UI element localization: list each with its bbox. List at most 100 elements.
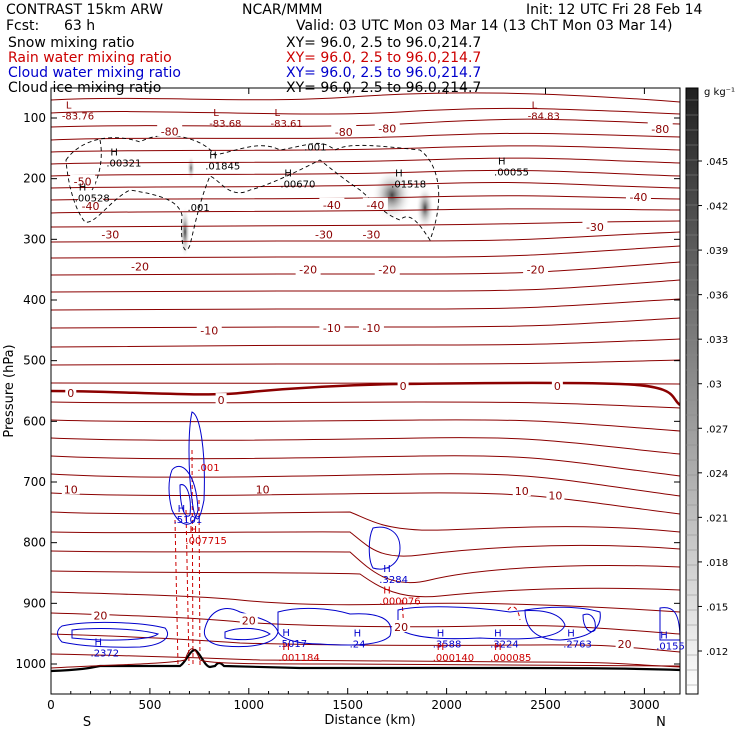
isotherm	[51, 511, 680, 533]
isotherm	[51, 455, 680, 477]
terrain-surface	[51, 648, 680, 673]
isotherm	[51, 531, 680, 557]
contour-value-label: .001	[187, 203, 209, 214]
y-tick-label: 600	[23, 414, 46, 428]
contour-label: -30	[101, 228, 119, 241]
extremum-value: -83.61	[271, 119, 303, 130]
contour-label: -40	[366, 199, 384, 212]
isotherm	[51, 653, 680, 668]
extremum-value: .000085	[490, 653, 531, 664]
contour-label-bg	[582, 220, 608, 233]
contour-label-bg	[397, 379, 409, 392]
y-tick-label: 1000	[15, 657, 46, 671]
x-tick-label: 1500	[332, 698, 363, 712]
isotherm	[51, 401, 680, 409]
extremum-marker: H	[189, 525, 197, 536]
contour-label-bg	[78, 198, 104, 211]
isotherm	[51, 182, 680, 189]
contour-label-bg	[512, 484, 531, 497]
contour-label: -40	[323, 199, 341, 212]
isotherm	[51, 195, 680, 201]
contour-label-bg	[551, 379, 563, 392]
y-axis-title: Pressure (hPa)	[2, 344, 17, 437]
contour-label: 10	[256, 483, 270, 496]
extremum-value: .000076	[379, 596, 420, 607]
y-tick-label: 400	[23, 293, 46, 307]
extremum-value: -84.83	[528, 112, 560, 123]
contour-label: -20	[527, 264, 545, 277]
contour-label-bg	[65, 385, 77, 398]
contour-label: -30	[586, 221, 604, 234]
cloud-water-outline	[368, 526, 401, 570]
extremum-marker: L	[66, 101, 72, 112]
contour-label-bg	[625, 189, 651, 202]
contour-label: -40	[629, 191, 647, 204]
contour-label-bg	[311, 227, 337, 240]
extremum-value: .5017	[278, 639, 307, 650]
extremum-marker: H	[95, 638, 103, 649]
cloud-water-outline	[188, 411, 205, 520]
contour-label: -80	[651, 123, 669, 136]
plot-area	[51, 92, 680, 673]
isotherm	[51, 261, 680, 276]
cloud-water-outline	[71, 628, 160, 641]
contour-label: -80	[335, 126, 353, 139]
contour-label-bg	[295, 262, 321, 275]
extremum-value: .2372	[91, 649, 120, 660]
extremum-marker: H	[494, 629, 502, 640]
isotherm	[51, 591, 680, 613]
extremum-marker: H	[395, 169, 403, 180]
y-tick-label: 300	[23, 232, 46, 246]
contour-value-label: .001	[304, 143, 326, 154]
colorbar-label: .015	[706, 602, 728, 613]
isotherm	[51, 492, 680, 515]
isotherm	[51, 612, 680, 635]
y-tick-label: 200	[23, 172, 46, 186]
contour-label-bg	[331, 124, 357, 137]
colorbar-ticks: .045 .042 .039 .036 .033 .03 .027 .024 .021 .018.…	[686, 99, 728, 686]
extremum-value: .3284	[379, 575, 408, 586]
contour-label-bg	[615, 636, 634, 649]
contour-label-bg	[91, 608, 110, 621]
forecast-label: Fcst:	[6, 18, 39, 34]
extremum-value: .01518	[391, 180, 426, 191]
isotherm	[51, 169, 680, 177]
contour-label-bg	[362, 197, 388, 210]
isotherm	[51, 570, 680, 598]
x-tick-label: 1000	[234, 698, 265, 712]
contour-label-bg	[239, 613, 258, 626]
colorbar-label: .036	[706, 291, 728, 302]
extremum-value: .001184	[278, 653, 319, 664]
extremum-marker: H	[494, 642, 502, 653]
rain-outline	[185, 509, 190, 666]
extremum-marker: H	[79, 183, 87, 194]
colorbar-label: .021	[706, 513, 728, 524]
cloud-water-outline	[168, 465, 199, 525]
extremum-marker: H	[567, 629, 575, 640]
extremum-value: .3588	[433, 640, 462, 651]
contour-label: 20	[242, 614, 256, 627]
x-tick-label: 3000	[629, 698, 660, 712]
contour-label: -20	[299, 264, 317, 277]
colorbar	[685, 87, 699, 695]
isotherm	[51, 132, 680, 141]
contour-label: 0	[218, 394, 225, 407]
ice-shade-2	[187, 156, 195, 180]
extremum-value: .24	[350, 640, 366, 651]
contour-label: 0	[554, 380, 561, 393]
extremum-marker: H	[284, 169, 292, 180]
extremum-marker: H	[383, 585, 391, 596]
x-tick-label: 0	[47, 698, 55, 712]
contour-label: -40	[82, 200, 100, 213]
extremum-value: .2763	[563, 640, 592, 651]
contour-label: -10	[200, 324, 218, 337]
extremum-marker: H	[498, 157, 506, 168]
colorbar-label: .024	[706, 469, 728, 480]
isotherm	[51, 231, 680, 243]
contour-label: 0	[67, 387, 74, 400]
rain-contours	[174, 449, 521, 666]
model-title: CONTRAST 15km ARW	[6, 2, 163, 18]
rain-outline	[507, 606, 521, 621]
contour-label-bg	[70, 174, 96, 187]
